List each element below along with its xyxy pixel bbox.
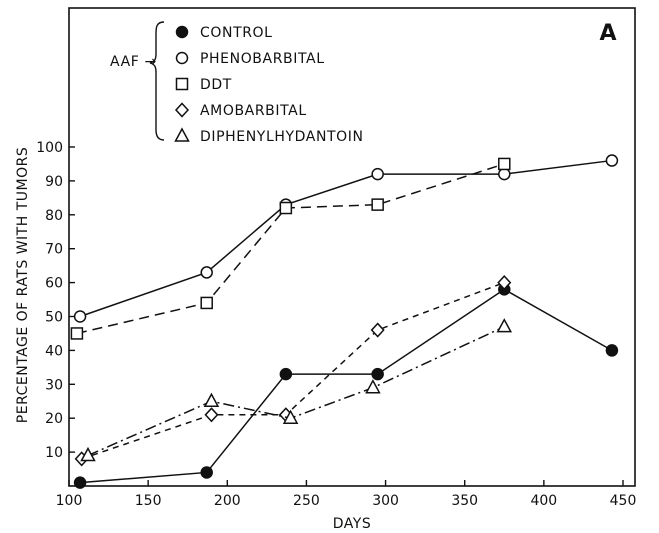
plot-frame bbox=[68, 7, 636, 487]
data-point-diphenylhydantoin bbox=[203, 392, 220, 407]
legend-label: PHENOBARBITAL bbox=[200, 51, 325, 67]
series-line-amobarbital bbox=[81, 281, 505, 460]
y-tick-label: 80 bbox=[45, 208, 63, 224]
series-group bbox=[70, 154, 619, 489]
legend-label: DIPHENYLHYDANTOIN bbox=[200, 129, 364, 145]
x-tick-label: 200 bbox=[214, 493, 241, 509]
data-point-ddt bbox=[70, 327, 84, 340]
legend-item: PHENOBARBITAL bbox=[175, 51, 325, 67]
data-point-control bbox=[200, 466, 213, 479]
data-point-control bbox=[279, 367, 293, 381]
tick-group: 100 150 200 250 300 350 400 450 10 20 30 40 50 60 70 80… bbox=[36, 140, 636, 509]
data-point-ddt bbox=[200, 296, 213, 310]
legend-label: CONTROL bbox=[200, 25, 273, 41]
legend-label: DDT bbox=[200, 77, 232, 93]
y-tick-label: 10 bbox=[45, 445, 63, 461]
data-point-control bbox=[73, 476, 87, 489]
data-point-diphenylhydantoin bbox=[496, 318, 513, 333]
data-point-phenobarbital bbox=[605, 154, 619, 167]
series-phenobarbital bbox=[73, 154, 619, 323]
legend-item: DDT bbox=[175, 77, 232, 93]
y-tick-label: 40 bbox=[45, 343, 63, 359]
data-point-amobarbital bbox=[497, 274, 512, 291]
data-point-diphenylhydantoin bbox=[365, 379, 381, 394]
data-point-ddt bbox=[279, 201, 293, 215]
x-tick-label: 100 bbox=[56, 493, 83, 509]
panel-label: A bbox=[599, 21, 616, 46]
legend-item: DIPHENYLHYDANTOIN bbox=[174, 127, 364, 145]
data-point-phenobarbital bbox=[200, 266, 213, 279]
legend-marker-amobarbital bbox=[174, 102, 190, 118]
y-tick-label: 90 bbox=[45, 174, 63, 190]
data-point-ddt bbox=[371, 198, 384, 211]
data-point-ddt bbox=[498, 157, 511, 171]
y-tick-label: 20 bbox=[45, 411, 63, 427]
legend-marker-ddt bbox=[175, 77, 189, 91]
series-diphenylhydantoin bbox=[80, 318, 513, 462]
data-point-phenobarbital bbox=[371, 167, 384, 181]
legend-marker-diphenylhydantoin bbox=[174, 127, 190, 142]
legend-group-label: AAF → bbox=[110, 54, 157, 70]
x-axis-title: DAYS bbox=[333, 516, 371, 532]
y-tick-label: 100 bbox=[36, 140, 63, 156]
data-point-control bbox=[605, 344, 619, 357]
x-tick-label: 150 bbox=[135, 493, 162, 509]
series-line-diphenylhydantoin bbox=[87, 325, 505, 457]
series-line-phenobarbital bbox=[79, 159, 613, 318]
series-line-control bbox=[80, 288, 613, 484]
series-ddt bbox=[70, 157, 511, 340]
x-tick-label: 250 bbox=[293, 493, 320, 509]
legend: AAF → CONTROL PHENOBARBITAL DDT AMOBARBITAL… bbox=[110, 21, 364, 145]
x-tick-label: 350 bbox=[451, 493, 478, 509]
data-point-phenobarbital bbox=[498, 167, 511, 181]
data-point-diphenylhydantoin bbox=[80, 446, 96, 462]
data-point-diphenylhydantoin bbox=[282, 409, 299, 424]
y-tick-label: 30 bbox=[45, 377, 63, 393]
x-tick-label: 300 bbox=[372, 493, 399, 509]
legend-marker-control bbox=[175, 25, 189, 39]
y-tick-label: 50 bbox=[45, 310, 63, 326]
data-point-phenobarbital bbox=[73, 310, 87, 323]
x-tick-label: 400 bbox=[530, 493, 557, 509]
series-line-ddt bbox=[76, 163, 505, 335]
data-point-amobarbital bbox=[370, 322, 385, 338]
y-tick-label: 60 bbox=[45, 276, 63, 292]
legend-items: CONTROL PHENOBARBITAL DDT AMOBARBITAL DIPHEN… bbox=[174, 25, 364, 145]
data-point-amobarbital bbox=[204, 407, 219, 423]
legend-item: CONTROL bbox=[175, 25, 273, 41]
y-axis-title: PERCENTAGE OF RATS WITH TUMORS bbox=[15, 147, 31, 423]
series-control bbox=[73, 283, 619, 489]
legend-marker-phenobarbital bbox=[175, 51, 189, 65]
legend-brace bbox=[149, 21, 165, 141]
legend-item: AMOBARBITAL bbox=[174, 102, 307, 119]
y-tick-label: 70 bbox=[45, 242, 63, 258]
legend-label: AMOBARBITAL bbox=[200, 103, 307, 119]
data-point-control bbox=[371, 367, 384, 381]
x-tick-label: 450 bbox=[610, 493, 637, 509]
series-amobarbital bbox=[74, 274, 512, 467]
